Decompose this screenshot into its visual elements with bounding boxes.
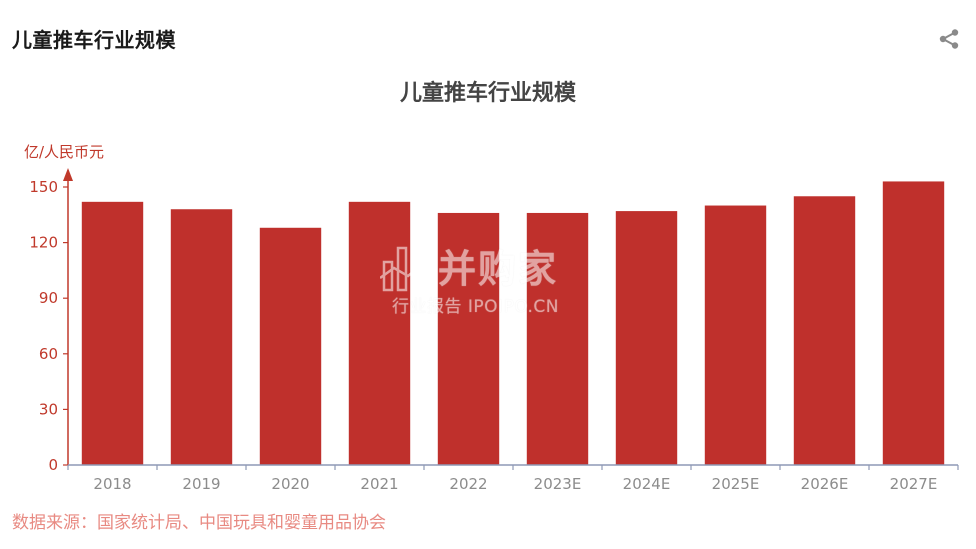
x-tick-label: 2027E bbox=[890, 475, 938, 493]
bar-2021[interactable] bbox=[348, 201, 411, 465]
page-title: 儿童推车行业规模 bbox=[12, 28, 176, 52]
y-tick-label: 120 bbox=[29, 234, 58, 252]
bar-2025E[interactable] bbox=[704, 205, 767, 466]
x-tick-label: 2023E bbox=[534, 475, 582, 493]
y-tick-label: 150 bbox=[29, 178, 58, 196]
x-axis-ticks: 2018 2019 2020 2021 2022 2023E 2024E 2025E 2026E… bbox=[67, 465, 959, 493]
y-tick-label: 30 bbox=[39, 400, 58, 418]
x-tick-label: 2026E bbox=[801, 475, 849, 493]
y-axis-label: 亿/人民币元 bbox=[24, 143, 104, 161]
chart-title: 儿童推车行业规模 bbox=[399, 80, 577, 106]
bar-2027E[interactable] bbox=[882, 181, 945, 465]
bar-2024E[interactable] bbox=[615, 211, 678, 465]
bars bbox=[81, 181, 945, 466]
bar-2019[interactable] bbox=[170, 209, 233, 465]
x-tick-label: 2025E bbox=[712, 475, 760, 493]
y-tick-label: 60 bbox=[39, 345, 58, 363]
data-source: 数据来源：国家统计局、中国玩具和婴童用品协会 bbox=[12, 513, 386, 533]
bar-2018[interactable] bbox=[81, 201, 144, 465]
share-icon[interactable] bbox=[938, 28, 960, 50]
bar-2020[interactable] bbox=[259, 227, 322, 465]
x-tick-label: 2024E bbox=[623, 475, 671, 493]
y-axis-ticks: 0 30 60 90 120 150 bbox=[29, 178, 68, 474]
x-tick-label: 2021 bbox=[360, 475, 398, 493]
y-axis-arrow bbox=[63, 168, 73, 181]
x-tick-label: 2020 bbox=[271, 475, 309, 493]
y-tick-label: 90 bbox=[39, 289, 58, 307]
y-tick-label: 0 bbox=[48, 456, 58, 474]
x-tick-label: 2018 bbox=[93, 475, 131, 493]
x-tick-label: 2019 bbox=[182, 475, 220, 493]
bar-2023E[interactable] bbox=[526, 212, 589, 465]
bar-2026E[interactable] bbox=[793, 196, 856, 465]
x-tick-label: 2022 bbox=[449, 475, 487, 493]
bar-2022[interactable] bbox=[437, 212, 500, 465]
